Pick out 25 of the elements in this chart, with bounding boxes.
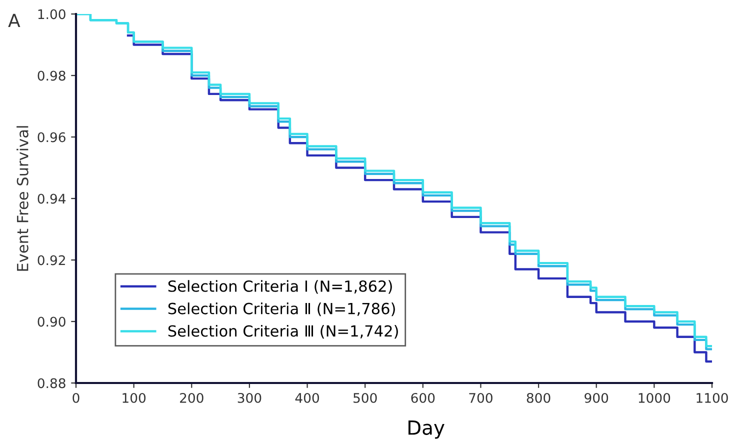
x-tick-label: 800 [526,392,550,403]
x-tick-label: 0 [72,392,80,403]
x-tick-label: 300 [238,392,262,403]
x-tick-label: 1000 [638,392,670,403]
y-axis-title: Event Free Survival [16,126,28,271]
legend-label: Selection Criteria Ⅰ (N=1,862) [168,280,392,294]
legend-label: Selection Criteria Ⅲ (N=1,742) [168,324,398,339]
x-tick-label: 100 [122,392,146,403]
y-tick-label: 1.00 [38,9,66,20]
y-tick-label: 0.92 [38,255,65,266]
x-axis-title: Day [408,420,444,439]
y-tick-label: 0.96 [38,132,66,142]
y-tick-label: 0.88 [38,378,66,388]
x-tick-label: 1100 [696,392,728,403]
x-tick-label: 500 [354,392,377,403]
x-tick-label: 600 [411,392,435,403]
y-tick-label: 0.98 [38,70,66,81]
x-tick-label: 200 [180,392,204,403]
y-tick-label: 0.90 [38,316,66,327]
y-tick-label: 0.94 [38,194,66,204]
x-tick-label: 900 [584,392,608,403]
legend-label: Selection Criteria Ⅱ (N=1,786) [168,302,395,316]
x-tick-label: 400 [295,392,319,403]
text: A [8,14,20,27]
x-tick-label: 700 [469,392,492,403]
